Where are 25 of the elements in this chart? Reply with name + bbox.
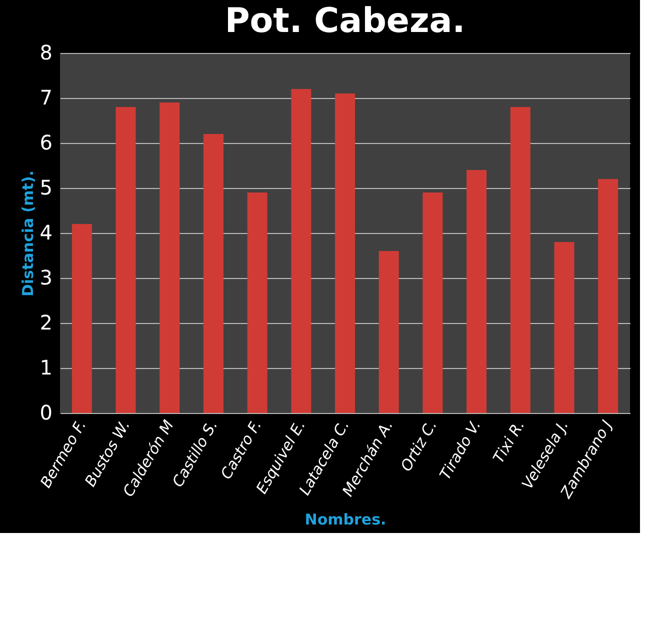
y-tick-label: 2 <box>40 310 52 334</box>
y-tick-label: 5 <box>40 176 52 200</box>
bar <box>160 102 180 413</box>
bar <box>72 224 92 413</box>
x-axis-title: Nombres. <box>304 510 386 529</box>
y-tick-label: 4 <box>40 220 52 244</box>
bar <box>510 107 530 413</box>
chart-title: Pot. Cabeza. <box>224 1 466 41</box>
y-tick-label: 0 <box>40 400 52 424</box>
y-axis-title: Distancia (mt). <box>18 170 37 297</box>
y-tick-label: 6 <box>40 130 52 154</box>
y-tick-label: 7 <box>40 86 52 110</box>
bar <box>378 251 399 413</box>
bar <box>335 94 355 413</box>
bar <box>422 192 443 413</box>
bar <box>466 170 487 413</box>
bar <box>203 134 224 413</box>
bar <box>598 179 618 413</box>
bar <box>291 89 312 413</box>
y-tick-label: 8 <box>40 40 52 64</box>
bar <box>247 192 268 413</box>
y-tick-label: 3 <box>40 266 52 290</box>
y-tick-label: 1 <box>40 356 52 380</box>
bar <box>116 107 136 413</box>
bar <box>554 242 574 413</box>
